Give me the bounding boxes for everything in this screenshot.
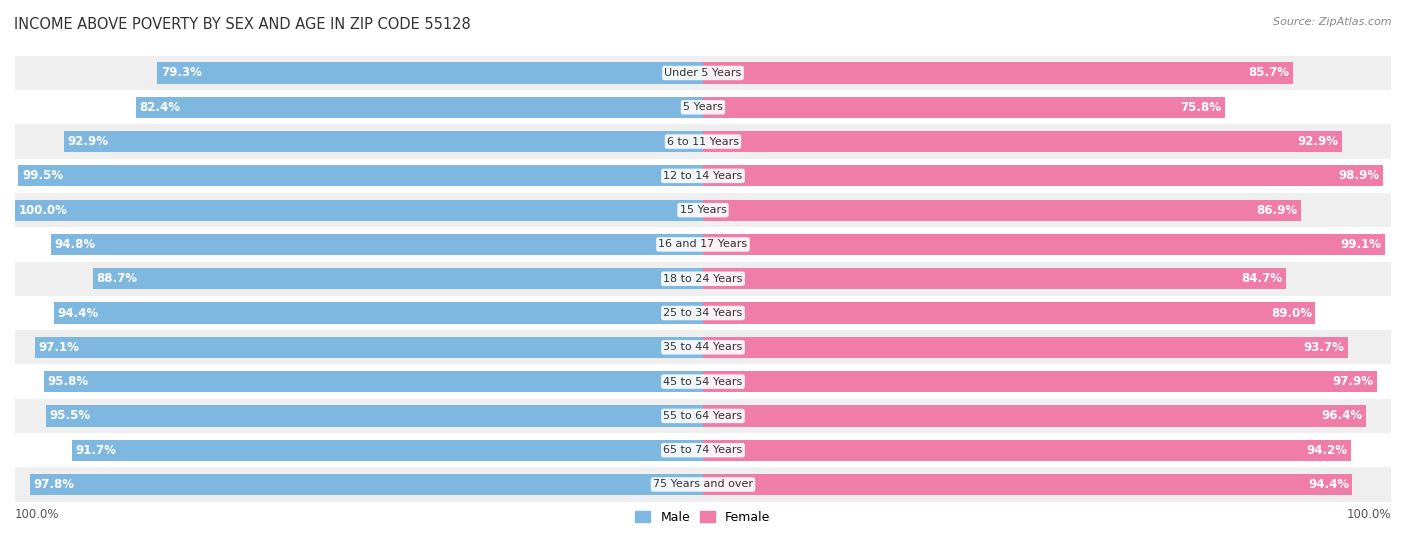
Bar <box>35 337 703 358</box>
Bar <box>15 193 1391 228</box>
Bar <box>46 405 703 427</box>
Bar <box>15 330 1391 364</box>
Text: 96.4%: 96.4% <box>1322 409 1362 423</box>
Bar <box>15 364 1391 399</box>
Text: 97.1%: 97.1% <box>38 341 79 354</box>
Bar <box>44 371 703 392</box>
Bar <box>703 371 1376 392</box>
Text: 82.4%: 82.4% <box>139 101 180 114</box>
Bar <box>136 97 703 118</box>
Bar <box>15 159 1391 193</box>
Text: 84.7%: 84.7% <box>1241 272 1282 285</box>
Text: 86.9%: 86.9% <box>1257 203 1298 217</box>
Bar <box>63 131 703 152</box>
Text: 18 to 24 Years: 18 to 24 Years <box>664 274 742 284</box>
Text: 99.5%: 99.5% <box>22 169 63 182</box>
Text: 100.0%: 100.0% <box>1347 509 1391 522</box>
Text: INCOME ABOVE POVERTY BY SEX AND AGE IN ZIP CODE 55128: INCOME ABOVE POVERTY BY SEX AND AGE IN Z… <box>14 17 471 32</box>
Text: Under 5 Years: Under 5 Years <box>665 68 741 78</box>
Text: 45 to 54 Years: 45 to 54 Years <box>664 377 742 387</box>
Bar <box>703 405 1367 427</box>
Bar <box>703 337 1348 358</box>
Text: 92.9%: 92.9% <box>67 135 108 148</box>
Text: 89.0%: 89.0% <box>1271 306 1312 320</box>
Bar <box>93 268 703 290</box>
Bar <box>51 234 703 255</box>
Bar <box>15 200 703 221</box>
Text: 95.5%: 95.5% <box>49 409 90 423</box>
Bar <box>703 302 1316 324</box>
Text: 95.8%: 95.8% <box>48 375 89 388</box>
Bar <box>703 165 1384 187</box>
Bar <box>703 234 1385 255</box>
Text: 79.3%: 79.3% <box>160 67 201 79</box>
Text: 25 to 34 Years: 25 to 34 Years <box>664 308 742 318</box>
Text: 75.8%: 75.8% <box>1180 101 1220 114</box>
Text: 98.9%: 98.9% <box>1339 169 1381 182</box>
Bar <box>15 262 1391 296</box>
Bar <box>703 474 1353 495</box>
Bar <box>703 63 1292 84</box>
Text: 94.4%: 94.4% <box>58 306 98 320</box>
Bar <box>72 439 703 461</box>
Bar <box>703 200 1301 221</box>
Bar <box>15 433 1391 467</box>
Text: 94.2%: 94.2% <box>1306 444 1348 457</box>
Text: 12 to 14 Years: 12 to 14 Years <box>664 171 742 181</box>
Text: 92.9%: 92.9% <box>1298 135 1339 148</box>
Text: 100.0%: 100.0% <box>18 203 67 217</box>
Text: 5 Years: 5 Years <box>683 102 723 112</box>
Bar <box>15 467 1391 501</box>
Text: 75 Years and over: 75 Years and over <box>652 480 754 490</box>
Bar <box>703 439 1351 461</box>
Bar <box>703 97 1225 118</box>
Text: 65 to 74 Years: 65 to 74 Years <box>664 445 742 455</box>
Text: 97.8%: 97.8% <box>34 478 75 491</box>
Text: 99.1%: 99.1% <box>1340 238 1381 251</box>
Text: 6 to 11 Years: 6 to 11 Years <box>666 136 740 146</box>
Text: 91.7%: 91.7% <box>76 444 117 457</box>
Text: 100.0%: 100.0% <box>15 509 59 522</box>
Bar <box>30 474 703 495</box>
Bar <box>15 296 1391 330</box>
Bar <box>703 131 1343 152</box>
Legend: Male, Female: Male, Female <box>630 505 776 529</box>
Bar <box>18 165 703 187</box>
Text: 55 to 64 Years: 55 to 64 Years <box>664 411 742 421</box>
Text: 97.9%: 97.9% <box>1331 375 1374 388</box>
Bar <box>157 63 703 84</box>
Bar <box>15 228 1391 262</box>
Text: 16 and 17 Years: 16 and 17 Years <box>658 239 748 249</box>
Text: Source: ZipAtlas.com: Source: ZipAtlas.com <box>1274 17 1392 27</box>
Text: 15 Years: 15 Years <box>679 205 727 215</box>
Text: 94.8%: 94.8% <box>55 238 96 251</box>
Bar <box>15 399 1391 433</box>
Text: 85.7%: 85.7% <box>1249 67 1289 79</box>
Bar <box>703 268 1285 290</box>
Bar <box>53 302 703 324</box>
Bar <box>15 56 1391 90</box>
Bar <box>15 125 1391 159</box>
Text: 88.7%: 88.7% <box>96 272 138 285</box>
Text: 93.7%: 93.7% <box>1303 341 1344 354</box>
Bar <box>15 90 1391 125</box>
Text: 35 to 44 Years: 35 to 44 Years <box>664 342 742 352</box>
Text: 94.4%: 94.4% <box>1308 478 1348 491</box>
